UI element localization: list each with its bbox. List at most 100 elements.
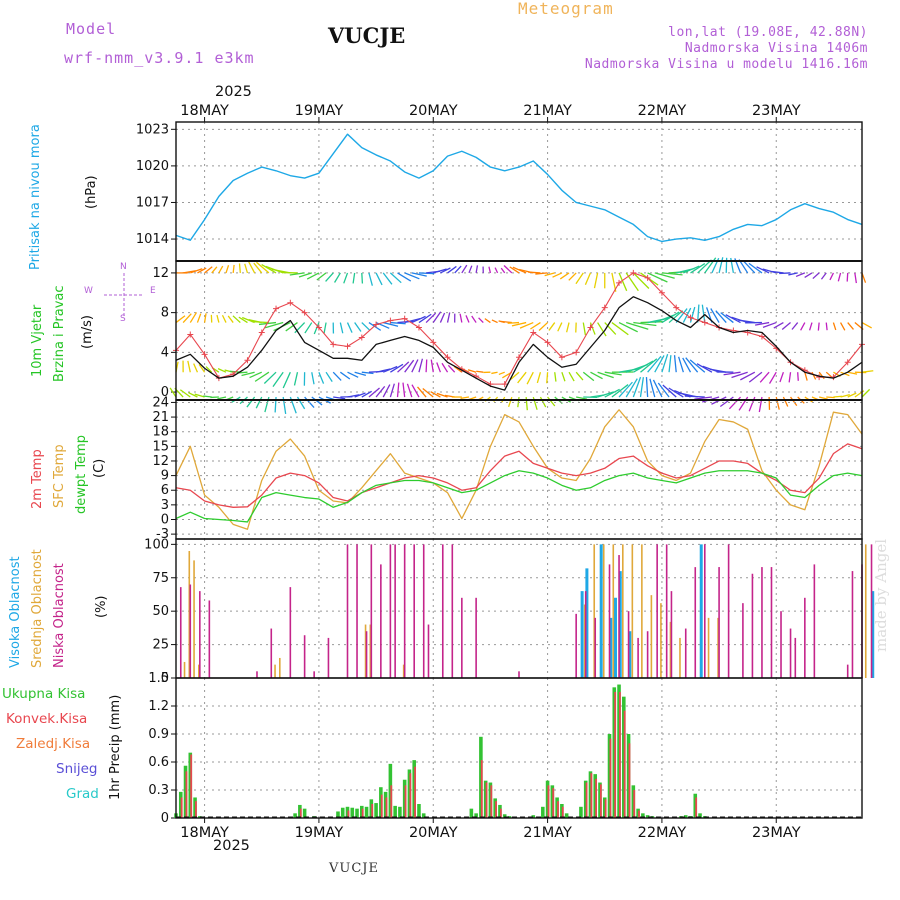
temp-2m-line — [175, 443, 863, 508]
precip-bar — [336, 811, 340, 818]
y-tick-label: 21 — [152, 410, 169, 425]
precip-bar — [298, 804, 302, 818]
wind-arrow — [217, 368, 227, 373]
wind-arrow — [484, 318, 491, 324]
wind-arrow — [575, 371, 584, 381]
wind-gust-marker — [387, 317, 394, 324]
wind-arrow — [389, 272, 402, 284]
wind-arrow — [368, 322, 382, 331]
wind-arrow — [188, 392, 198, 398]
precip-bar — [355, 808, 359, 818]
wind-arrow — [411, 315, 426, 324]
wind-arrow — [837, 272, 842, 282]
wind-arrow — [552, 272, 563, 278]
wind-arrow — [361, 322, 371, 331]
wind-gust-marker — [558, 354, 565, 361]
wind-arrow — [510, 371, 520, 380]
wind-arrow — [238, 263, 241, 273]
panel-frame — [175, 677, 863, 819]
wind-arrow — [725, 314, 741, 324]
wind-arrow — [566, 322, 570, 333]
legend-snow: Snijeg — [56, 761, 98, 777]
wind-arrow — [832, 322, 837, 331]
wind-gust-marker — [373, 321, 380, 328]
wind-arrow — [661, 354, 669, 373]
precip-bar — [340, 807, 345, 818]
wind-arrow — [593, 272, 599, 289]
wind-arrow — [436, 362, 442, 373]
wind-arrow — [382, 365, 398, 373]
model-altitude: Nadmorska Visina u modelu 1416.16m — [584, 57, 868, 72]
wind-arrow — [447, 364, 456, 373]
wind-arrow — [788, 372, 792, 383]
precip-bar — [409, 773, 412, 818]
wind-gust-marker — [687, 314, 694, 321]
wind-arrow — [530, 322, 541, 330]
wind-arrow — [589, 322, 596, 335]
wind-arrow — [439, 312, 446, 323]
wind-arrow — [325, 272, 334, 282]
wind-arrow — [397, 361, 410, 373]
wind-arrow — [668, 355, 672, 373]
precip-bar — [188, 752, 193, 818]
wind-arrow — [241, 371, 255, 377]
wind-arrow — [232, 315, 241, 324]
wind-arrow — [517, 371, 527, 384]
wind-arrow — [478, 317, 484, 324]
wind-arrow — [261, 263, 277, 274]
y-tick-label: 8 — [161, 306, 169, 321]
precip-bar — [404, 785, 407, 818]
wind-arrow — [582, 371, 595, 382]
wind-arrow — [790, 396, 798, 407]
precip-bar — [599, 784, 602, 818]
wind-arrow — [719, 396, 734, 408]
wind-gust-marker — [330, 341, 337, 348]
wind-arrow — [839, 322, 846, 331]
wind-arrow — [568, 371, 575, 382]
wind-arrow — [829, 272, 834, 281]
wind-arrow — [425, 359, 428, 373]
year-top: 2025 — [215, 84, 252, 100]
wind-arrow — [343, 272, 349, 284]
wind-arrow — [795, 272, 806, 278]
wind-arrow — [559, 272, 570, 280]
wind-gust-marker — [816, 374, 823, 381]
wind-arrow — [354, 392, 366, 398]
wind-arrow — [211, 266, 218, 274]
wind-arrow — [800, 322, 806, 331]
wind-gust-marker — [516, 354, 522, 361]
wind-gust-marker — [587, 324, 594, 331]
wind-arrow — [748, 262, 763, 274]
wind-arrow — [820, 272, 827, 280]
precip-bar — [421, 813, 426, 818]
wind-arrow — [754, 321, 770, 326]
wind-arrow — [526, 371, 534, 385]
precip-bar — [604, 799, 607, 818]
wind-arrow — [797, 372, 799, 381]
precip-bar — [414, 766, 416, 818]
y-tick-label: 75 — [152, 571, 169, 586]
precip-bar — [374, 803, 378, 818]
wind-arrow — [404, 272, 420, 280]
wind-arrow — [461, 264, 468, 274]
wind-arrow — [791, 322, 799, 330]
day-label-top: 21MAY — [523, 103, 572, 119]
wind-arrow — [306, 272, 320, 280]
wind-arrow — [548, 322, 556, 331]
wind-arrow — [203, 313, 207, 323]
wind-arrow — [847, 371, 858, 375]
precip-bar — [361, 808, 364, 818]
wind-arrow — [743, 260, 756, 274]
precip-bar — [557, 801, 559, 818]
y-tick-label: 3 — [161, 498, 169, 513]
wind-arrow — [779, 272, 791, 275]
precip-bar — [617, 684, 621, 818]
legend-total: Ukupna Kisa — [2, 686, 86, 702]
wind-arrow — [465, 315, 470, 323]
wind-arrow — [494, 267, 499, 274]
wind-arrow — [654, 272, 675, 279]
y-tick-label: 1.2 — [148, 699, 169, 714]
wind-arrow — [293, 372, 299, 386]
wind-arrow — [720, 312, 734, 324]
wind-arrow — [249, 371, 263, 379]
